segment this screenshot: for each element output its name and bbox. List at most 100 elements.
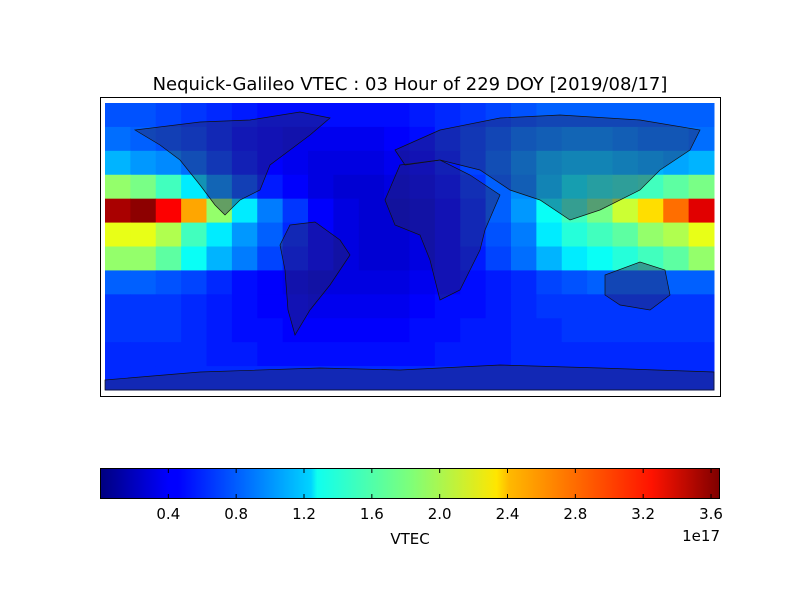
- heatmap-cell: [587, 126, 613, 152]
- heatmap-cell: [511, 270, 537, 295]
- heatmap-cell: [206, 103, 233, 128]
- heatmap-cell: [130, 318, 157, 343]
- heatmap-cell: [282, 246, 309, 271]
- heatmap-cell: [257, 246, 284, 271]
- colorbar-axis: 0.4 0.8 1.2 1.6 2.0 2.4 2.8 3.2 3.6: [156, 468, 723, 523]
- heatmap-cell: [257, 270, 284, 295]
- eurasia: [394, 114, 701, 221]
- heatmap-cell: [333, 126, 360, 152]
- heatmap-cell: [181, 366, 207, 391]
- heatmap-cell: [282, 198, 309, 224]
- heatmap-cell: [181, 198, 207, 224]
- heatmap-cell: [206, 222, 233, 247]
- heatmap-cell: [130, 174, 157, 200]
- heatmap-cell: [612, 126, 639, 152]
- heatmap-cell: [181, 342, 207, 367]
- heatmap-cell: [130, 222, 157, 247]
- heatmap-cell: [181, 294, 207, 319]
- heatmap-cell: [206, 318, 233, 343]
- heatmap-cell: [688, 366, 715, 391]
- heatmap-cell: [409, 366, 436, 391]
- heatmap-cell: [155, 294, 182, 319]
- heatmap-cell: [612, 270, 639, 295]
- heatmap-cell: [536, 366, 563, 391]
- colorbar-tick-label: 2.0: [428, 505, 452, 523]
- heatmap-cell: [587, 198, 613, 224]
- heatmap-cell: [511, 126, 537, 152]
- heatmap-cell: [105, 222, 131, 247]
- heatmap-cell: [206, 294, 233, 319]
- heatmap-cell: [105, 342, 131, 367]
- heatmap-cell: [409, 246, 436, 271]
- africa: [384, 159, 501, 301]
- heatmap-cell: [231, 270, 258, 295]
- heatmap-cell: [333, 318, 360, 343]
- heatmap-cell: [587, 246, 613, 271]
- australia: [604, 261, 671, 311]
- heatmap-cell: [561, 318, 588, 343]
- heatmap-cell: [105, 150, 131, 176]
- heatmap-cell: [231, 198, 258, 224]
- heatmap-cell: [511, 246, 537, 271]
- heatmap-cell: [257, 150, 284, 176]
- heatmap-cell: [434, 126, 461, 152]
- heatmap-cell: [308, 150, 334, 176]
- heatmap-cell: [308, 270, 334, 295]
- colorbar-tick-label: 3.6: [699, 505, 723, 523]
- antarctica: [104, 364, 715, 391]
- heatmap-cell: [409, 126, 436, 152]
- heatmap-cell: [688, 174, 715, 200]
- heatmap-cell: [105, 270, 131, 295]
- heatmap-cell: [155, 270, 182, 295]
- heatmap-cell: [105, 246, 131, 271]
- heatmap-cell: [155, 198, 182, 224]
- colorbar-tick-label: 0.8: [224, 505, 248, 523]
- heatmap-cell: [536, 318, 563, 343]
- heatmap-cell: [358, 246, 385, 271]
- heatmap-cell: [663, 174, 690, 200]
- heatmap-cell: [637, 270, 664, 295]
- heatmap-cell: [688, 246, 715, 271]
- heatmap-cell: [511, 318, 537, 343]
- heatmap-cell: [358, 318, 385, 343]
- heatmap-cell: [612, 318, 639, 343]
- heatmap-cell: [206, 174, 233, 200]
- heatmap-cell: [612, 246, 639, 271]
- heatmap-cell: [587, 294, 613, 319]
- heatmap-cell: [663, 222, 690, 247]
- heatmap-cell: [460, 198, 487, 224]
- heatmap-cell: [485, 222, 512, 247]
- heatmap-cell: [358, 198, 385, 224]
- heatmap-cell: [358, 150, 385, 176]
- heatmap-cell: [536, 246, 563, 271]
- heatmap-cell: [511, 103, 537, 128]
- heatmap-cell: [308, 126, 334, 152]
- heatmap-cell: [688, 342, 715, 367]
- heatmap-cell: [536, 294, 563, 319]
- heatmap-cell: [511, 198, 537, 224]
- colorbar-tick-label: 1.2: [292, 505, 316, 523]
- heatmap-cell: [561, 270, 588, 295]
- heatmap-cell: [561, 366, 588, 391]
- heatmap-cell: [308, 198, 334, 224]
- map-title: Nequick-Galileo VTEC : 03 Hour of 229 DO…: [153, 74, 668, 95]
- heatmap: [105, 103, 715, 391]
- heatmap-cell: [384, 198, 410, 224]
- heatmap-cell: [333, 246, 360, 271]
- heatmap-cell: [561, 174, 588, 200]
- heatmap-cell: [688, 318, 715, 343]
- heatmap-cell: [637, 222, 664, 247]
- heatmap-cell: [637, 318, 664, 343]
- heatmap-cell: [460, 294, 487, 319]
- heatmap-cell: [434, 246, 461, 271]
- heatmap-cell: [231, 294, 258, 319]
- heatmap-cell: [536, 198, 563, 224]
- heatmap-cell: [561, 150, 588, 176]
- heatmap-cell: [181, 174, 207, 200]
- heatmap-cell: [688, 222, 715, 247]
- heatmap-cell: [257, 342, 284, 367]
- heatmap-cell: [130, 366, 157, 391]
- heatmap-cell: [308, 318, 334, 343]
- heatmap-cell: [460, 270, 487, 295]
- heatmap-cell: [358, 222, 385, 247]
